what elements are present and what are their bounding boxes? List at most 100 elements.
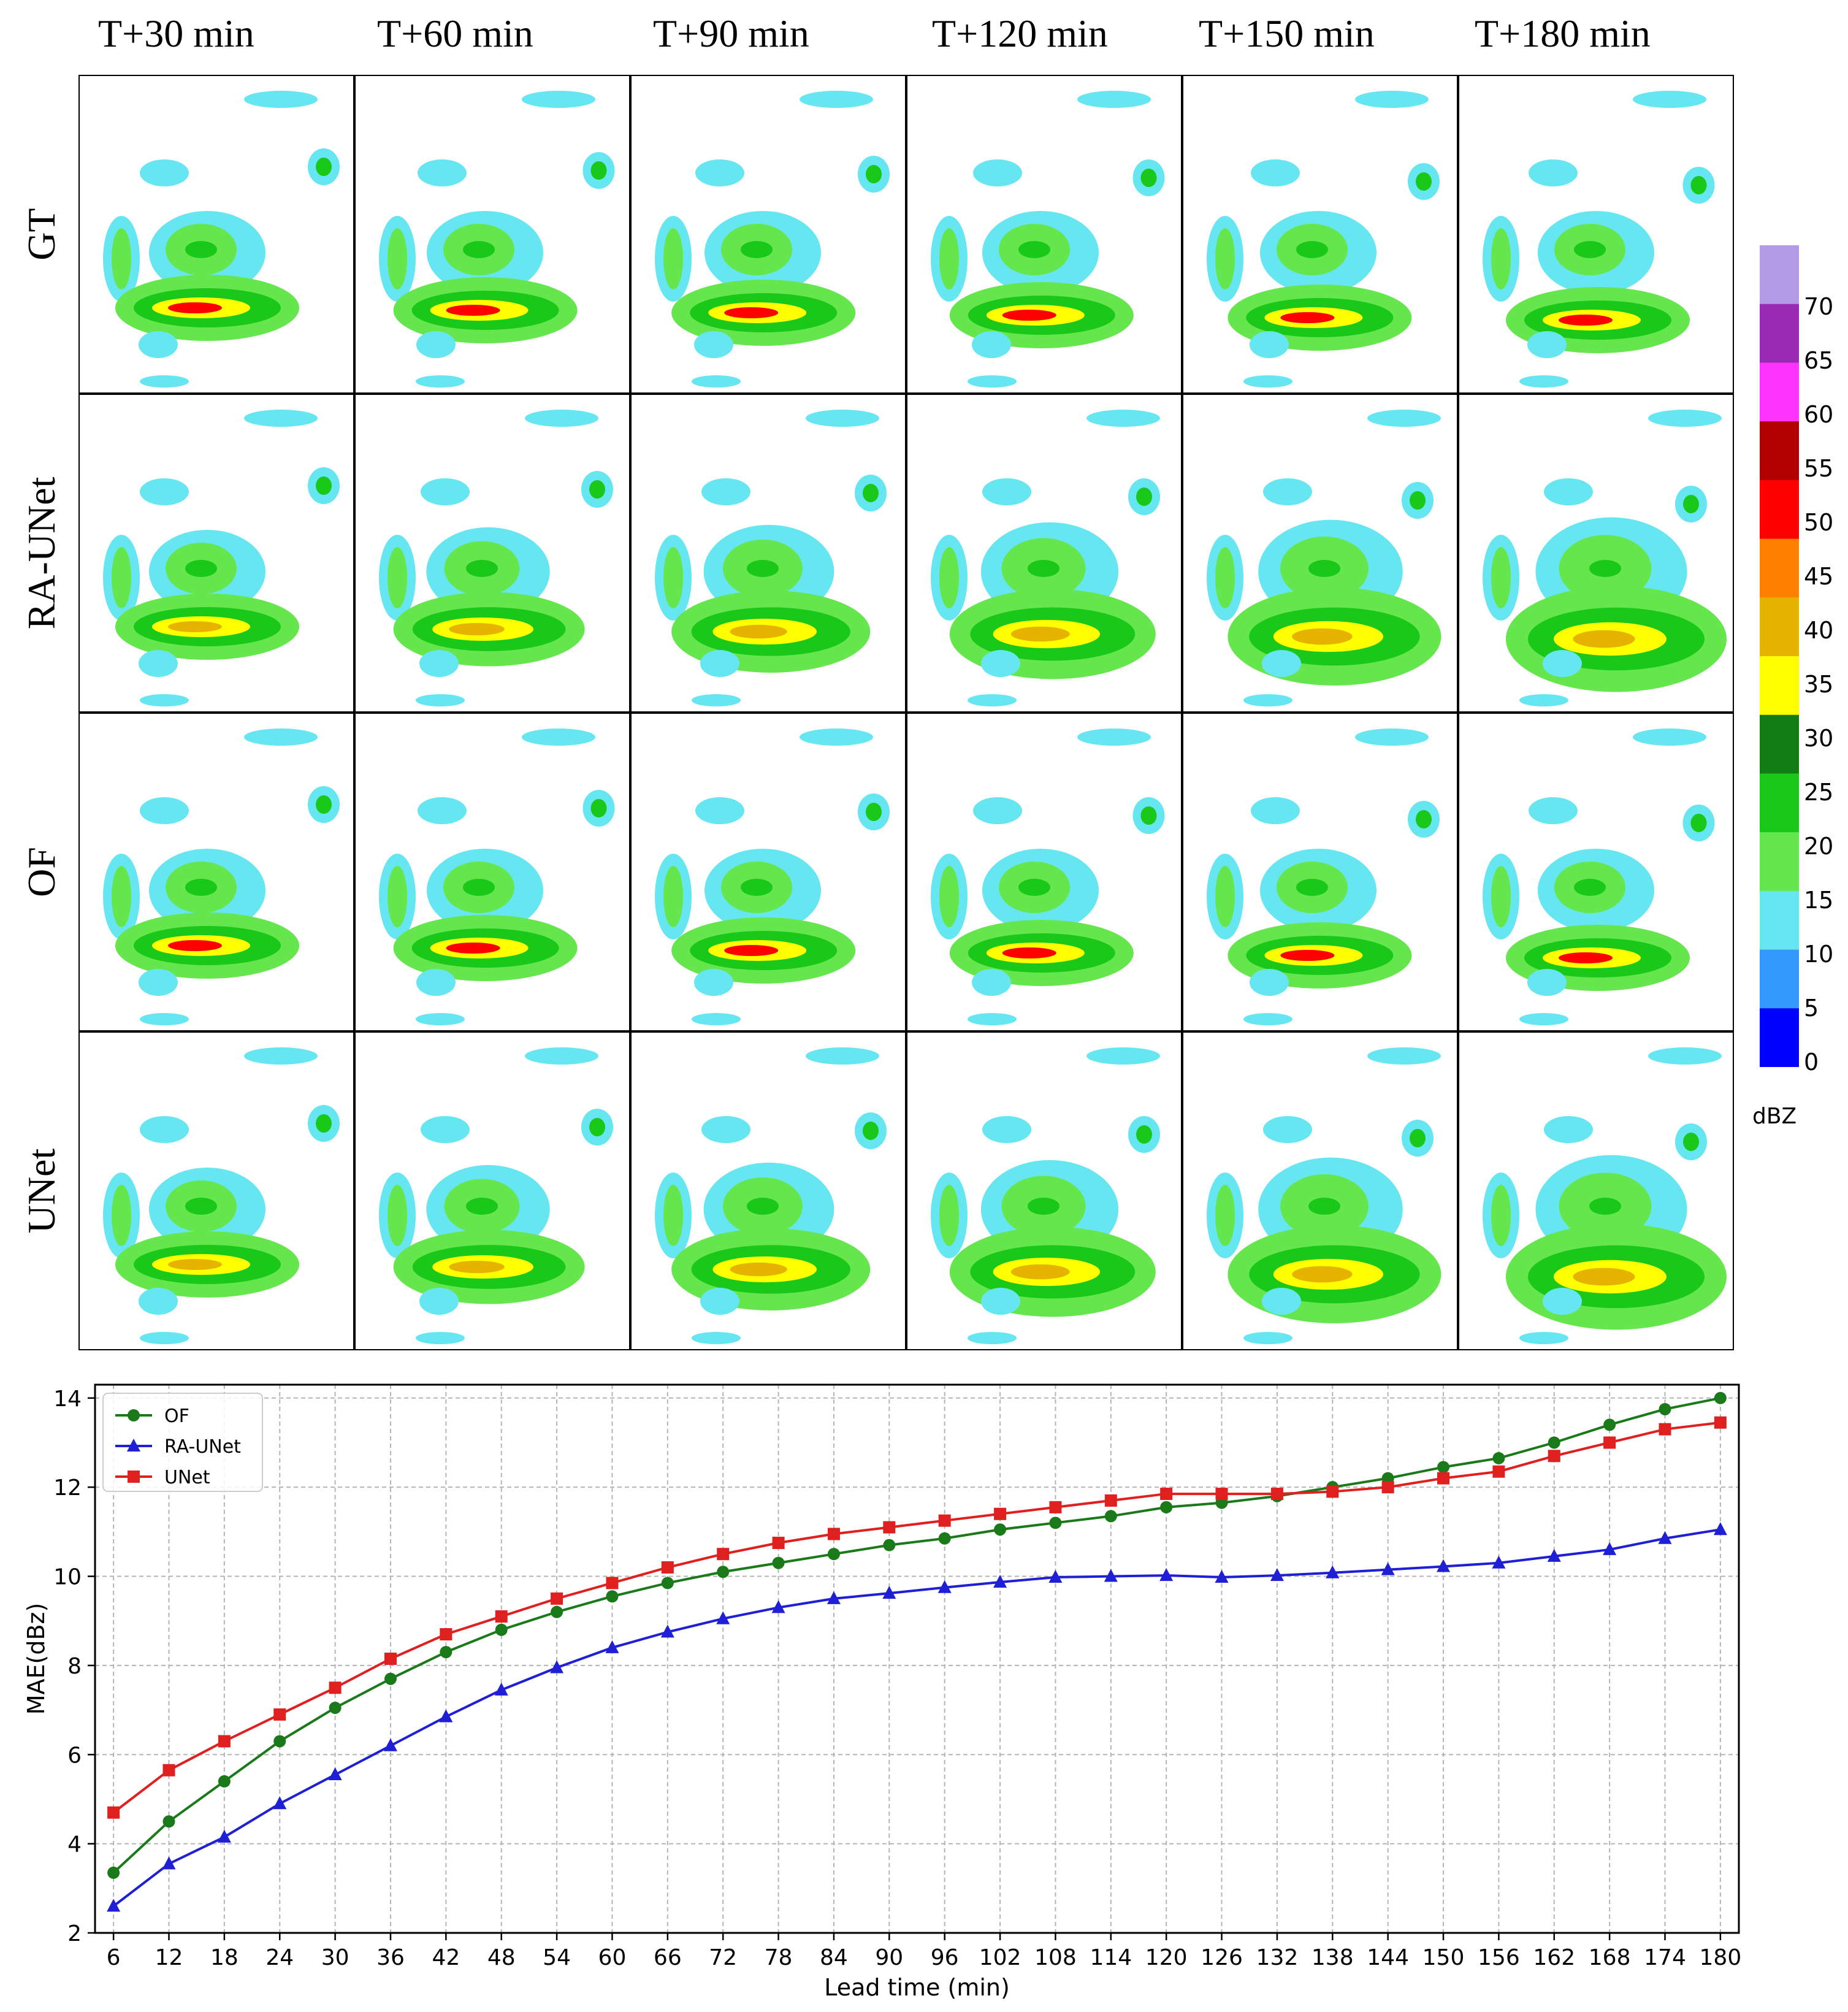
echo-band-core [1280, 312, 1335, 323]
column-title-t120: T+120 min [932, 12, 1108, 55]
echo-west-core [388, 547, 407, 608]
echo-south [419, 650, 459, 677]
x-tick-label: 84 [820, 1945, 848, 1970]
radar-panel-gt-6 [1457, 75, 1734, 395]
data-point-unet [772, 1537, 785, 1550]
data-point-of [1104, 1510, 1117, 1523]
echo-south [1250, 331, 1289, 358]
echo-west-core [388, 866, 407, 927]
data-point-ra-unet [273, 1796, 287, 1810]
echo-east-core [1690, 814, 1707, 832]
echo-center-core [741, 241, 773, 258]
x-tick-label: 162 [1533, 1945, 1575, 1970]
echo-east-core [1410, 1129, 1426, 1147]
echo-north [800, 91, 873, 108]
data-point-of [1603, 1418, 1616, 1431]
echo-south-edge [1243, 375, 1292, 388]
radar-panel-ra-unet-5 [1181, 392, 1459, 714]
echo-east-core [589, 480, 605, 499]
x-tick-label: 150 [1422, 1945, 1465, 1970]
echo-north [1086, 410, 1160, 427]
data-point-ra-unet [937, 1580, 952, 1593]
echo-south [981, 1288, 1020, 1315]
y-tick-label: 4 [67, 1832, 82, 1857]
echo-center-core [463, 241, 495, 258]
echo-east-core [1140, 169, 1157, 187]
echo-west-core [1491, 866, 1511, 927]
x-tick-label: 12 [155, 1945, 183, 1970]
echo-south-edge [968, 694, 1017, 706]
echo-band-core [168, 302, 222, 313]
echo-south [1250, 969, 1289, 996]
echo-south-edge [1519, 694, 1568, 706]
x-tick-label: 144 [1367, 1945, 1409, 1970]
colorbar-tick-15: 15 [1804, 887, 1834, 914]
echo-northwest [421, 1116, 470, 1143]
x-tick-label: 66 [654, 1945, 682, 1970]
legend-marker-ra-unet [127, 1439, 140, 1452]
echo-band-core [724, 307, 779, 318]
data-point-unet [329, 1681, 342, 1694]
x-tick-label: 114 [1090, 1945, 1132, 1970]
radar-panel-of-1 [78, 711, 356, 1033]
echo-band-core [446, 305, 500, 316]
echo-northwest [1263, 1116, 1312, 1143]
legend-box [102, 1393, 263, 1492]
echo-east-core [1683, 1133, 1699, 1151]
echo-center-core [747, 560, 779, 577]
echo-north [1633, 91, 1706, 108]
echo-south [694, 969, 733, 996]
colorbar-segment [1760, 890, 1799, 951]
radar-panel-unet-2 [353, 1030, 632, 1350]
echo-band-core [1002, 310, 1056, 321]
echo-east-core [1410, 491, 1426, 510]
x-tick-label: 108 [1034, 1945, 1077, 1970]
colorbar-segment [1760, 832, 1799, 892]
echo-band-core [168, 1259, 222, 1270]
echo-south-edge [1243, 1332, 1292, 1344]
echo-band-core [1573, 630, 1635, 648]
echo-south [981, 650, 1020, 677]
echo-south [139, 650, 178, 677]
echo-south-edge [692, 1332, 741, 1344]
echo-south-edge [692, 694, 741, 706]
radar-panel-ra-unet-3 [629, 392, 907, 714]
echo-band-core [1002, 947, 1056, 958]
data-point-ra-unet [217, 1829, 231, 1843]
echo-south-edge [416, 1332, 465, 1344]
colorbar-segment [1760, 949, 1799, 1009]
echo-band-core [1573, 1268, 1635, 1286]
echo-band-core [449, 622, 505, 636]
data-point-unet [717, 1548, 730, 1561]
y-tick-label: 2 [67, 1921, 82, 1946]
data-point-of [162, 1815, 175, 1828]
colorbar-segment [1760, 1008, 1799, 1067]
echo-south [1527, 331, 1567, 358]
echo-west-core [939, 866, 959, 927]
data-point-ra-unet [1159, 1568, 1174, 1582]
data-point-ra-unet [1547, 1548, 1561, 1562]
echo-south [139, 1288, 178, 1315]
data-point-unet [606, 1577, 619, 1589]
colorbar-tick-35: 35 [1804, 671, 1834, 698]
echo-north [244, 729, 318, 746]
echo-north [800, 729, 873, 746]
data-point-unet [162, 1764, 175, 1777]
data-point-unet [827, 1528, 840, 1540]
colorbar-segment [1760, 304, 1799, 363]
echo-center-core [741, 879, 773, 896]
echo-south [139, 969, 178, 996]
echo-center-core [1018, 879, 1050, 896]
data-point-of [273, 1735, 286, 1748]
echo-center-core [1574, 879, 1606, 896]
echo-west-core [112, 547, 131, 608]
echo-center-core [185, 241, 217, 258]
echo-south-edge [1519, 1013, 1568, 1025]
echo-south [1543, 650, 1582, 677]
data-point-unet [1659, 1423, 1671, 1436]
row-label-gt: GT [20, 208, 63, 261]
data-point-ra-unet [1215, 1569, 1229, 1583]
echo-east-core [590, 161, 607, 180]
echo-west-core [1491, 547, 1511, 608]
echo-band-core [449, 1260, 505, 1274]
